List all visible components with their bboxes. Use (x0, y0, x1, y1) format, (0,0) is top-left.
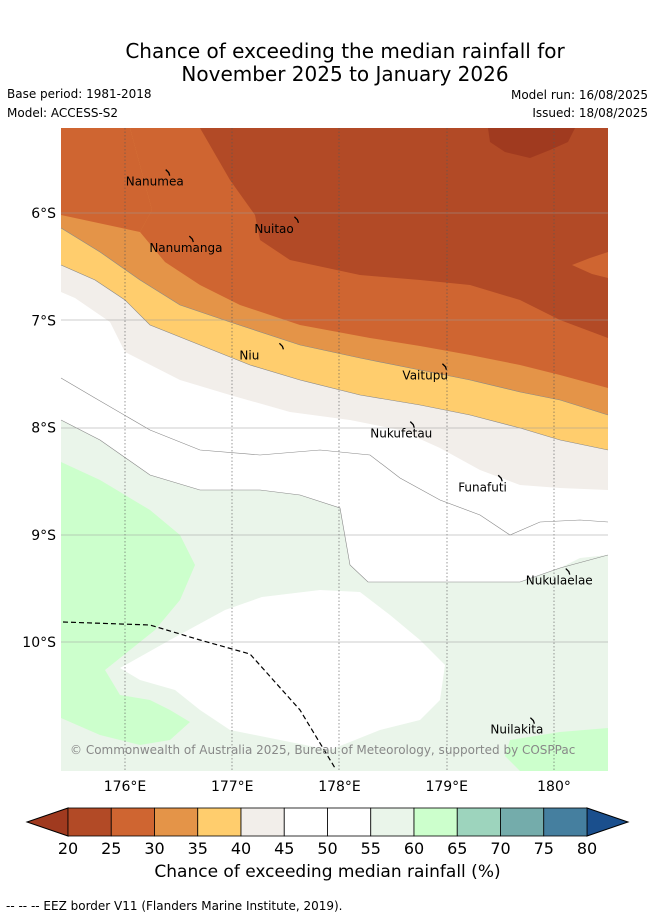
colorbar-segment (283, 807, 328, 837)
band-dark-top (488, 128, 575, 158)
colorbar-tick-label: 35 (188, 839, 208, 858)
island-mark (188, 235, 194, 243)
island-mark (529, 717, 535, 724)
place-labels: Nanumea Nuitao Nanumanga Niu Vaitupu Nukufeta… (126, 169, 593, 737)
colorbar-tick-label: 75 (534, 839, 554, 858)
colorbar-segment (543, 807, 588, 837)
colorbar-segment (500, 807, 545, 837)
island-mark (165, 169, 171, 176)
place-label: Funafuti (458, 480, 507, 494)
place-label: Nukulaelae (526, 574, 593, 588)
colorbar-segment (327, 807, 372, 837)
map-frame (60, 128, 609, 771)
latitude-labels: 6°S 7°S 8°S 9°S 10°S (22, 206, 56, 651)
colorbar-tick-label: 40 (231, 839, 251, 858)
base-period: Base period: 1981-2018 (7, 87, 152, 101)
colorbar-tick-label: 45 (274, 839, 294, 858)
band-inner-white (120, 590, 445, 750)
colorbar: 20 25 30 35 40 45 50 55 60 65 70 75 80 (25, 807, 630, 858)
lat-tick-label: 9°S (31, 528, 56, 544)
island-mark (409, 421, 415, 428)
colorbar-segment (240, 807, 285, 837)
colorbar-tick-label: 70 (490, 839, 510, 858)
band-35-top-left (61, 128, 152, 232)
colorbar-tick-label: 25 (101, 839, 121, 858)
graticule (124, 128, 555, 771)
lat-tick-label: 7°S (31, 313, 56, 329)
band-60-65-bottom (505, 728, 608, 771)
place-label: Nanumanga (149, 241, 222, 255)
place-label: Nuilakita (490, 723, 543, 737)
model-name: Model: ACCESS-S2 (7, 106, 119, 120)
issued-date: Issued: 18/08/2025 (532, 106, 648, 120)
title-line-1: Chance of exceeding the median rainfall … (125, 39, 565, 63)
colorbar-segment (110, 807, 155, 837)
copyright-notice: © Commonwealth of Australia 2025, Bureau… (70, 743, 575, 757)
colorbar-label: Chance of exceeding median rainfall (%) (154, 862, 501, 882)
colorbar-segment (370, 807, 415, 837)
eez-border (62, 621, 336, 769)
band-60-65-left (61, 462, 195, 745)
place-label: Nuitao (254, 222, 293, 236)
lon-tick-label: 179°E (425, 779, 468, 795)
island-mark (565, 568, 571, 575)
footer-note: -- -- -- EEZ border V11 (Flanders Marine… (6, 899, 343, 913)
colorbar-segment (197, 807, 242, 837)
place-label: Vaitupu (402, 369, 448, 383)
island-mark (278, 342, 285, 350)
chart-title: Chance of exceeding the median rainfall … (0, 40, 655, 86)
colorbar-tick-label: 80 (577, 839, 597, 858)
latitude-lines (61, 212, 608, 643)
colorbar-tick-label: 65 (447, 839, 467, 858)
island-mark (293, 216, 300, 224)
colorbar-over-arrow (586, 807, 630, 837)
lat-tick-label: 8°S (31, 421, 56, 437)
lon-tick-label: 176°E (104, 779, 147, 795)
colorbar-segment (154, 807, 199, 837)
lon-tick-label: 180° (537, 779, 571, 795)
place-label: Niu (239, 348, 259, 362)
colorbar-tick-label: 30 (144, 839, 164, 858)
lon-tick-label: 178°E (318, 779, 361, 795)
colorbar-under-arrow (25, 807, 69, 837)
longitude-labels: 176°E 177°E 178°E 179°E 180° (104, 779, 571, 795)
colorbar-segment (67, 807, 112, 837)
band-top-right (572, 252, 608, 278)
model-run: Model run: 16/08/2025 (510, 88, 648, 102)
colorbar-segment (456, 807, 501, 837)
place-label: Nanumea (126, 175, 184, 189)
lat-tick-label: 6°S (31, 206, 56, 222)
island-mark (441, 363, 448, 370)
rainfall-map: Nanumea Nuitao Nanumanga Niu Vaitupu Nukufeta… (22, 128, 630, 858)
colorbar-segment (413, 807, 458, 837)
title-line-2: November 2025 to January 2026 (181, 62, 509, 86)
lat-tick-label: 10°S (22, 635, 56, 651)
colorbar-tick-label: 20 (58, 839, 78, 858)
island-mark (497, 474, 503, 482)
colorbar-tick-label: 60 (404, 839, 424, 858)
lon-tick-label: 177°E (211, 779, 254, 795)
place-label: Nukufetau (370, 427, 432, 441)
colorbar-tick-label: 55 (361, 839, 381, 858)
colorbar-tick-label: 50 (317, 839, 337, 858)
